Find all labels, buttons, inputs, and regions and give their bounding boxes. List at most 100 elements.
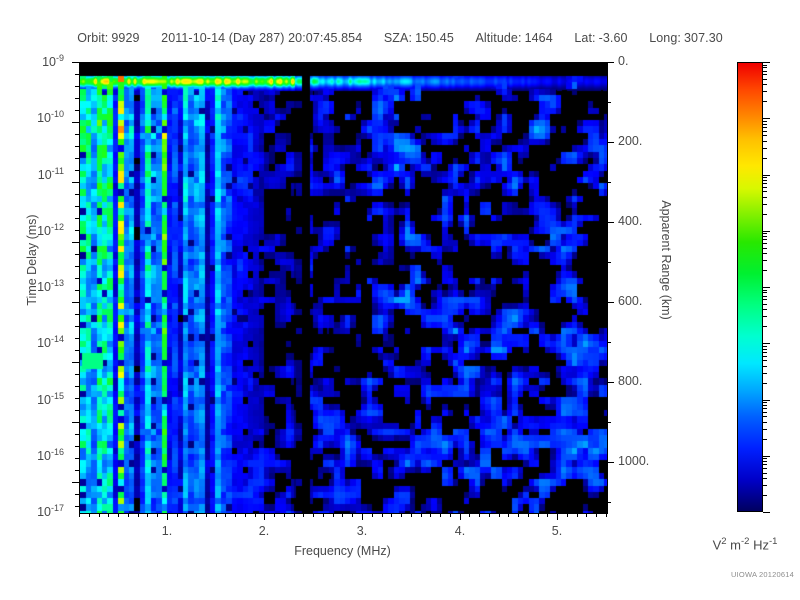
colorbar-tick-minor [763, 101, 767, 102]
y-tick-major [72, 182, 79, 183]
colorbar-tick-minor [763, 316, 767, 317]
y-tick-major [72, 482, 79, 483]
colorbar-tick-label: 10-12 [37, 222, 64, 238]
x-tick-minor [411, 513, 412, 517]
colorbar-tick-minor [763, 65, 767, 66]
y-tick-minor [75, 470, 79, 471]
x-tick-minor [303, 513, 304, 517]
y2-tick-label: 800. [618, 374, 643, 388]
colorbar-tick-minor [763, 296, 767, 297]
ionogram-heatmap-canvas [80, 63, 607, 513]
y2-tick-minor [607, 102, 611, 103]
y-tick-minor [75, 290, 79, 291]
colorbar-tick-minor [763, 349, 767, 350]
x-tick-minor [196, 513, 197, 517]
colorbar-exponent: -14 [50, 334, 64, 344]
y2-tick-major [607, 302, 614, 303]
x-tick-minor [518, 513, 519, 517]
header-value-datetime: 2011-10-14 (Day 287) 20:07:45.854 [161, 31, 363, 45]
colorbar-gradient-frame [737, 62, 763, 512]
colorbar-tick-minor [763, 270, 767, 271]
colorbar-tick-label: 10-9 [42, 53, 64, 69]
colorbar-tick-minor [763, 304, 767, 305]
colorbar-tick-minor [763, 177, 767, 178]
colorbar-tick-minor [763, 485, 767, 486]
x-tick-minor [430, 513, 431, 517]
header-field-long: Long: 307.30 [649, 31, 723, 45]
y2-tick-minor [607, 262, 611, 263]
y-tick-minor [75, 254, 79, 255]
header-label-long: Long: [649, 31, 681, 45]
x-tick-minor [255, 513, 256, 517]
x-tick-minor [128, 513, 129, 517]
x-tick-label: 1. [161, 524, 173, 538]
x-tick-major [557, 513, 558, 520]
x-tick-minor [352, 513, 353, 517]
x-tick-minor [538, 513, 539, 517]
colorbar-mantissa: 10 [37, 449, 51, 464]
y-tick-minor [75, 194, 79, 195]
y-tick-minor [75, 266, 79, 267]
y-tick-minor [75, 386, 79, 387]
colorbar-tick-label: 10-15 [37, 391, 64, 407]
x-tick-minor [147, 513, 148, 517]
units-m: m [726, 537, 741, 553]
colorbar-tick-major [763, 343, 770, 344]
y-tick-major [72, 62, 79, 63]
colorbar-exponent: -9 [55, 53, 64, 63]
header-field-sza: SZA: 150.45 [384, 31, 454, 45]
x-tick-minor [547, 513, 548, 517]
x-tick-minor [596, 513, 597, 517]
y-tick-minor [75, 434, 79, 435]
colorbar-tick-minor [763, 356, 767, 357]
x-tick-minor [489, 513, 490, 517]
y-tick-minor [75, 278, 79, 279]
x-axis-title: Frequency (MHz) [294, 544, 391, 558]
colorbar-gradient [738, 63, 762, 511]
y2-tick-minor [607, 182, 611, 183]
colorbar-tick-major [763, 400, 770, 401]
x-tick-minor [323, 513, 324, 517]
colorbar-tick-minor [763, 473, 767, 474]
x-tick-label: 2. [258, 524, 270, 538]
colorbar-tick-minor [763, 408, 767, 409]
x-tick-minor [225, 513, 226, 517]
x-tick-minor [508, 513, 509, 517]
colorbar-tick-minor [763, 239, 767, 240]
colorbar-tick-minor [763, 233, 767, 234]
y-tick-minor [75, 398, 79, 399]
colorbar-tick-minor [763, 71, 767, 72]
colorbar-exponent: -12 [50, 222, 64, 232]
colorbar-tick-minor [763, 135, 767, 136]
colorbar-tick-minor [763, 158, 767, 159]
y2-tick-major [607, 222, 614, 223]
credit-watermark: UIOWA 20120614 [731, 570, 794, 579]
colorbar-tick-major [763, 175, 770, 176]
colorbar-exponent: -11 [51, 166, 64, 176]
colorbar-tick-minor [763, 67, 767, 68]
colorbar-tick-minor [763, 183, 767, 184]
y2-tick-label: 200. [618, 134, 643, 148]
y-tick-major [72, 422, 79, 423]
x-tick-minor [108, 513, 109, 517]
x-tick-minor [391, 513, 392, 517]
y-tick-minor [75, 158, 79, 159]
colorbar-tick-minor [763, 346, 767, 347]
colorbar-mantissa: 10 [42, 55, 56, 70]
y-tick-minor [75, 374, 79, 375]
header-value-sza: 150.45 [415, 31, 454, 45]
colorbar-tick-minor [763, 478, 767, 479]
colorbar-tick-minor [763, 79, 767, 80]
x-tick-minor [586, 513, 587, 517]
x-tick-major [264, 513, 265, 520]
colorbar-units-label: V2 m-2 Hz-1 [690, 536, 800, 552]
colorbar-exponent: -17 [50, 503, 64, 513]
x-tick-minor [342, 513, 343, 517]
x-tick-label: 4. [454, 524, 466, 538]
y-axis-title: Time Delay (ms) [25, 214, 39, 306]
colorbar-tick-minor [763, 458, 767, 459]
colorbar-tick-minor [763, 91, 767, 92]
x-tick-label: 3. [356, 524, 368, 538]
y-tick-minor [75, 326, 79, 327]
x-tick-minor [118, 513, 119, 517]
